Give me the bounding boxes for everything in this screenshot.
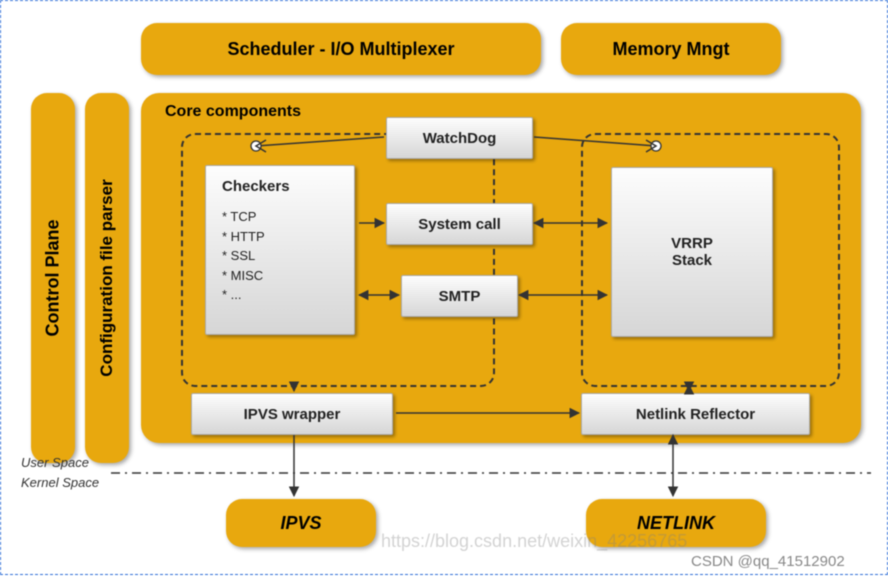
netlink-reflector-box: Netlink Reflector: [581, 393, 810, 435]
checkers-box: Checkers * TCP * HTTP * SSL * MISC * ...: [205, 165, 355, 335]
checkers-title: Checkers: [222, 178, 338, 195]
watchdog-box: WatchDog: [386, 117, 533, 159]
checkers-item-ssl: * SSL: [222, 246, 338, 266]
core-title: Core components: [165, 103, 301, 121]
control-plane-label: Control Plane: [43, 219, 64, 336]
user-space-label: User Space: [21, 455, 89, 470]
smtp-box: SMTP: [401, 275, 518, 317]
control-plane-box: Control Plane: [31, 93, 75, 463]
vrrp-stack-box: VRRP Stack: [611, 167, 773, 337]
config-parser-box: Configuration file parser: [85, 93, 129, 463]
scheduler-box: Scheduler - I/O Multiplexer: [141, 23, 541, 75]
memory-mngt-box: Memory Mngt: [561, 23, 781, 75]
checkers-item-http: * HTTP: [222, 227, 338, 247]
watermark-csdn: CSDN @qq_41512902: [691, 553, 845, 570]
watermark-url: https://blog.csdn.net/weixin_42256765: [381, 531, 687, 552]
ipvs-wrapper-box: IPVS wrapper: [191, 393, 393, 435]
checkers-item-tcp: * TCP: [222, 207, 338, 227]
kernel-space-label: Kernel Space: [21, 475, 99, 490]
core-container: Core components WatchDog Checkers * TCP …: [141, 93, 861, 443]
checkers-item-misc: * MISC: [222, 266, 338, 286]
ipvs-kernel-box: IPVS: [226, 499, 376, 547]
system-call-box: System call: [386, 203, 533, 245]
checkers-list: * TCP * HTTP * SSL * MISC * ...: [222, 207, 338, 305]
diagram-canvas: Scheduler - I/O Multiplexer Memory Mngt …: [0, 0, 888, 575]
checkers-item-more: * ...: [222, 285, 338, 305]
config-parser-label: Configuration file parser: [97, 179, 117, 376]
